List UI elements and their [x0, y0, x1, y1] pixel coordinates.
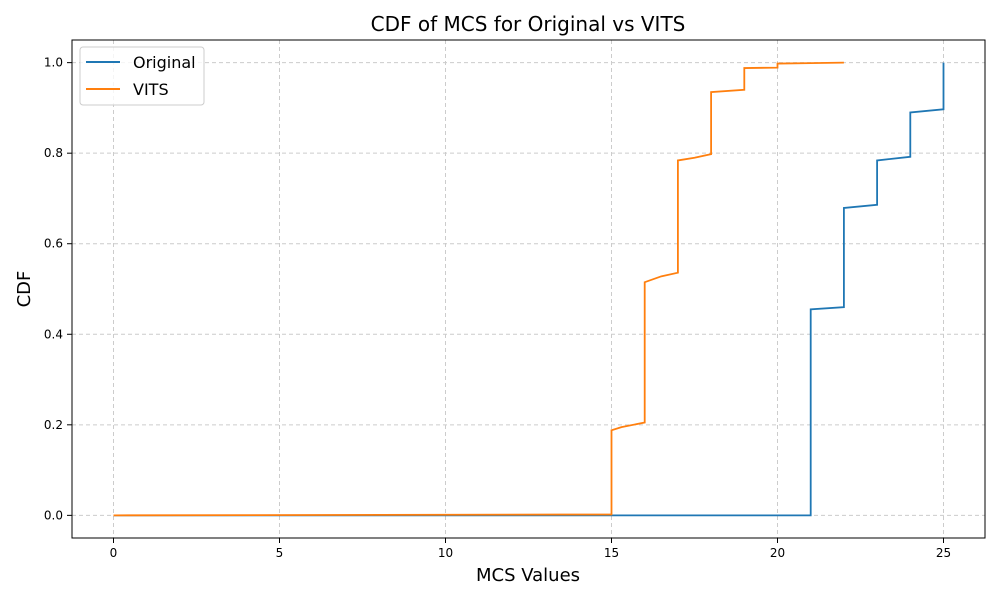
y-axis-ticks: 0.0 0.2 0.4 0.6 0.8 1.0	[44, 56, 72, 522]
y-tick-label: 0.8	[44, 146, 63, 160]
chart-title: CDF of MCS for Original vs VITS	[371, 12, 686, 36]
plot-frame	[71, 39, 986, 539]
y-tick-label: 0.0	[44, 508, 63, 522]
y-tick-label: 0.2	[44, 418, 63, 432]
x-tick-label: 0	[110, 546, 118, 560]
series-line-original	[113, 62, 945, 517]
legend-label-vits: VITS	[133, 80, 169, 99]
x-axis-label: MCS Values	[476, 565, 580, 586]
x-tick-label: 10	[438, 546, 453, 560]
y-axis-label: CDF	[14, 271, 35, 308]
y-tick-label: 0.4	[44, 327, 63, 341]
x-tick-label: 25	[936, 546, 951, 560]
legend-label-original: Original	[133, 53, 196, 72]
series-line-vits	[113, 61, 844, 517]
x-tick-label: 20	[770, 546, 785, 560]
series-lines	[113, 61, 945, 517]
legend: Original VITS	[79, 46, 205, 106]
y-tick-label: 1.0	[44, 56, 63, 70]
y-tick-label: 0.6	[44, 237, 63, 251]
x-tick-label: 15	[604, 546, 619, 560]
x-tick-label: 5	[276, 546, 284, 560]
x-axis-ticks: 0 5 10 15 20 25	[110, 538, 951, 560]
